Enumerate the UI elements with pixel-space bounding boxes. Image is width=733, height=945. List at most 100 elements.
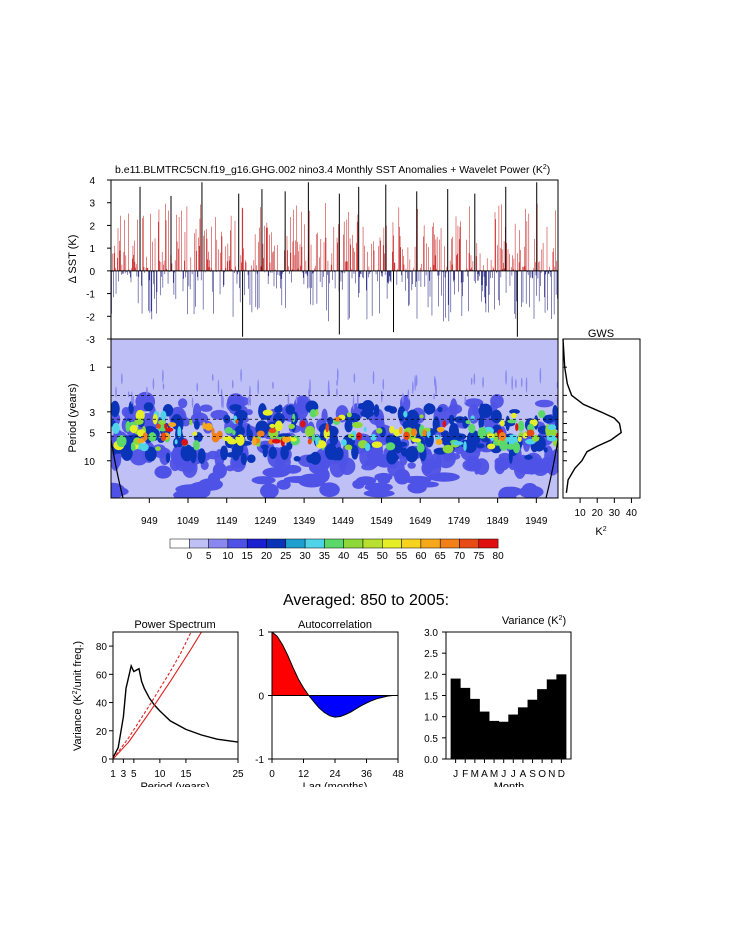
wavelet-blob	[351, 444, 359, 460]
colorbar-swatch	[362, 538, 383, 549]
wavelet-spike	[482, 376, 484, 389]
figure-title: b.e11.BLMTRC5CN.f19_g16.GHG.002 nino3.4 …	[115, 164, 550, 176]
colorbar-swatch	[324, 538, 344, 549]
wavelet-blob	[125, 420, 131, 433]
wavelet-blob	[199, 404, 213, 412]
wavelet-blob	[360, 409, 375, 418]
wavelet-heatmap	[111, 339, 558, 498]
wavelet-peak	[442, 420, 447, 428]
wavelet-spike	[336, 379, 338, 387]
wavelet-lowfreq-blob	[297, 473, 327, 488]
wavelet-spike	[211, 373, 214, 382]
wavelet-blob	[376, 427, 383, 434]
wavelet-blob	[440, 430, 450, 438]
wavelet-spike	[249, 385, 251, 399]
wavelet-peak	[435, 438, 443, 446]
wavelet-blob	[518, 432, 524, 437]
wavelet-spike	[414, 374, 416, 391]
wavelet-blob	[477, 427, 487, 439]
wavelet-spike	[415, 374, 418, 387]
var-y-tick-label: 3.0	[424, 628, 438, 639]
wavelet-blob	[290, 437, 297, 442]
wavelet-blob	[143, 402, 154, 412]
wavelet-blob	[234, 409, 248, 421]
wavelet-blob	[130, 443, 136, 452]
gws-panel: GWS 10 20 30 40 K2	[562, 328, 641, 538]
wavelet-blob	[389, 425, 395, 434]
wavelet-spike	[162, 383, 165, 390]
wavelet-blob	[280, 445, 289, 460]
wavelet-spike	[121, 373, 123, 385]
wavelet-blob	[462, 458, 482, 472]
ac-x-tick-label: 48	[392, 769, 404, 780]
wavelet-blob	[274, 420, 283, 432]
var-title: Variance (K2)	[502, 615, 566, 627]
wavelet-x-tick-label: 1249	[254, 516, 277, 527]
wavelet-spike	[132, 395, 135, 408]
wavelet-spike	[162, 369, 164, 383]
wavelet-spike	[257, 379, 259, 395]
wavelet-x-tick-label: 1049	[177, 516, 200, 527]
var-bar	[469, 698, 480, 759]
wavelet-blob	[144, 446, 157, 462]
wavelet-spike	[249, 396, 252, 407]
wavelet-lowfreq-blob	[251, 476, 276, 485]
wavelet-y-tick-label: 10	[84, 457, 96, 468]
var-x-tick-label: M	[490, 769, 498, 780]
wavelet-blob	[479, 403, 485, 421]
colorbar-swatch	[266, 538, 287, 549]
wavelet-lowfreq-blob	[262, 467, 290, 478]
var-bar	[508, 714, 519, 759]
sst-y-tick-label: -1	[86, 290, 95, 301]
wavelet-blob	[448, 422, 459, 440]
wavelet-blob	[139, 443, 149, 452]
gws-ticks: 10 20 30 40	[563, 366, 637, 519]
wavelet-blob	[364, 442, 371, 452]
var-x-tick-label: J	[501, 769, 506, 780]
ac-line	[271, 631, 398, 718]
sst-y-tick-label: 2	[89, 221, 95, 232]
bottom-mask	[60, 787, 620, 827]
wavelet-spike	[382, 378, 385, 391]
wavelet-blob	[116, 435, 127, 448]
wavelet-blob	[315, 408, 319, 417]
wavelet-blob	[178, 398, 188, 409]
wavelet-lowfreq-blob	[276, 479, 291, 490]
colorbar-label: 75	[473, 551, 485, 562]
wavelet-spike	[336, 387, 338, 397]
ac-x-tick-label: 12	[298, 769, 310, 780]
wavelet-blob	[388, 406, 398, 414]
power-spectrum-panel: Power Spectrum 1 3 5 10 15 25 0 20 40 60 80 Varian…	[72, 619, 244, 793]
wavelet-blob	[370, 433, 377, 441]
wavelet-blob	[371, 441, 383, 448]
wavelet-peak	[142, 432, 148, 441]
wavelet-spike	[196, 382, 199, 392]
wavelet-blob	[546, 456, 558, 476]
colorbar-swatch	[227, 538, 248, 549]
wavelet-blob	[411, 438, 422, 443]
sst-y-tick-label: 0	[89, 267, 95, 278]
ps-title: Power Spectrum	[134, 619, 215, 631]
wavelet-blob	[487, 443, 496, 450]
sst-bars	[111, 182, 558, 337]
wavelet-spike	[272, 381, 274, 390]
wavelet-blob	[442, 444, 454, 454]
wavelet-blob	[537, 410, 546, 419]
wavelet-blob	[192, 403, 202, 422]
colorbar-label: 80	[493, 551, 505, 562]
ac-ticks: 0 12 24 36 48 -1 0 1	[255, 628, 404, 780]
var-x-tick-label: A	[520, 769, 527, 780]
ps-plot-frame	[112, 631, 239, 760]
wavelet-lowfreq-blob	[514, 462, 544, 475]
ac-y-tick-label: -1	[255, 755, 264, 766]
wavelet-blob	[494, 456, 510, 467]
var-bar	[450, 678, 461, 759]
sst-positive-bars	[112, 203, 558, 271]
wavelet-blob	[309, 409, 317, 418]
wavelet-blob	[189, 418, 193, 426]
wavelet-lowfreq-blob	[500, 486, 523, 497]
ps-series-line	[112, 631, 192, 760]
ac-x-tick-label: 0	[269, 769, 275, 780]
wavelet-peak	[211, 427, 215, 436]
var-y-tick-label: 0.5	[424, 734, 438, 745]
